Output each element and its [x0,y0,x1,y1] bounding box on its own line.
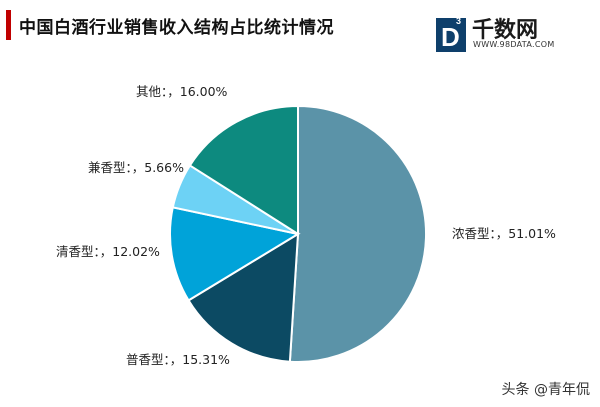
logo-url: WWW.98DATA.COM [473,40,555,49]
logo-mark-superscript: 3 [456,16,461,26]
pie-slice-5 [188,104,299,236]
slice-label-5: 其他：，16.00% [136,84,228,99]
slice-label-1: 浓香型：，51.01% [452,226,556,241]
watermark: 头条 @青年侃 [501,382,590,398]
d3-logo-icon: D 3 [436,16,466,52]
brand-logo: D 3 千数网 WWW.98DATA.COM [436,10,556,60]
pie-slice-1 [288,104,427,363]
chart-title: 中国白酒行业销售收入结构占比统计情况 [19,18,334,38]
slice-label-4: 兼香型：，5.66% [88,160,184,175]
title-accent-bar [6,10,11,40]
logo-mark-letter: D [441,22,460,52]
pie-slice-3 [169,206,301,302]
pie-slice-2 [187,232,300,363]
slice-label-3: 清香型：，12.02% [56,244,160,259]
slice-label-2: 普香型：，15.31% [126,352,230,367]
logo-name: 千数网 [472,18,539,43]
